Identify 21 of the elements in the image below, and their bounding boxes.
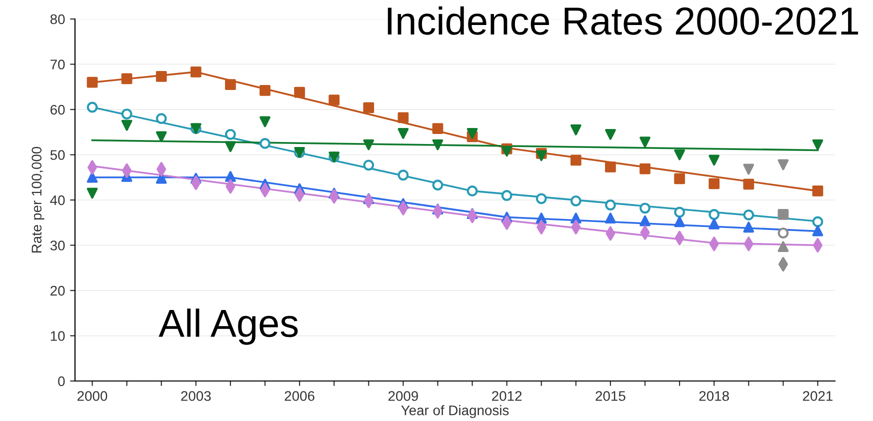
y-tick-label: 30 (50, 240, 65, 250)
y-tick-label: 80 (50, 14, 65, 24)
x-tick-label: 2015 (596, 391, 626, 401)
y-tick-label: 10 (50, 331, 65, 341)
x-tick-label: 2003 (181, 391, 211, 401)
y-tick-label: 0 (58, 376, 65, 386)
y-tick-label: 40 (50, 195, 65, 206)
annotation: All Ages (158, 308, 298, 345)
x-tick-label: 2018 (699, 391, 729, 401)
x-axis-title: Year of Diagnosis (401, 405, 509, 418)
x-tick-label: 2021 (802, 391, 832, 401)
x-tick-label: 2009 (388, 391, 418, 401)
y-tick-label: 60 (50, 104, 65, 115)
y-tick-label: 70 (50, 60, 65, 70)
x-tick-label: 2000 (78, 391, 108, 401)
x-tick-label: 2012 (492, 391, 522, 401)
y-axis-title: Rate per 100,000 (32, 146, 44, 253)
chart-title: Incidence Rates 2000-2021 (388, 6, 858, 35)
y-tick-label: 50 (50, 150, 65, 160)
y-tick-label: 20 (50, 286, 65, 296)
x-tick-label: 2006 (284, 391, 314, 401)
